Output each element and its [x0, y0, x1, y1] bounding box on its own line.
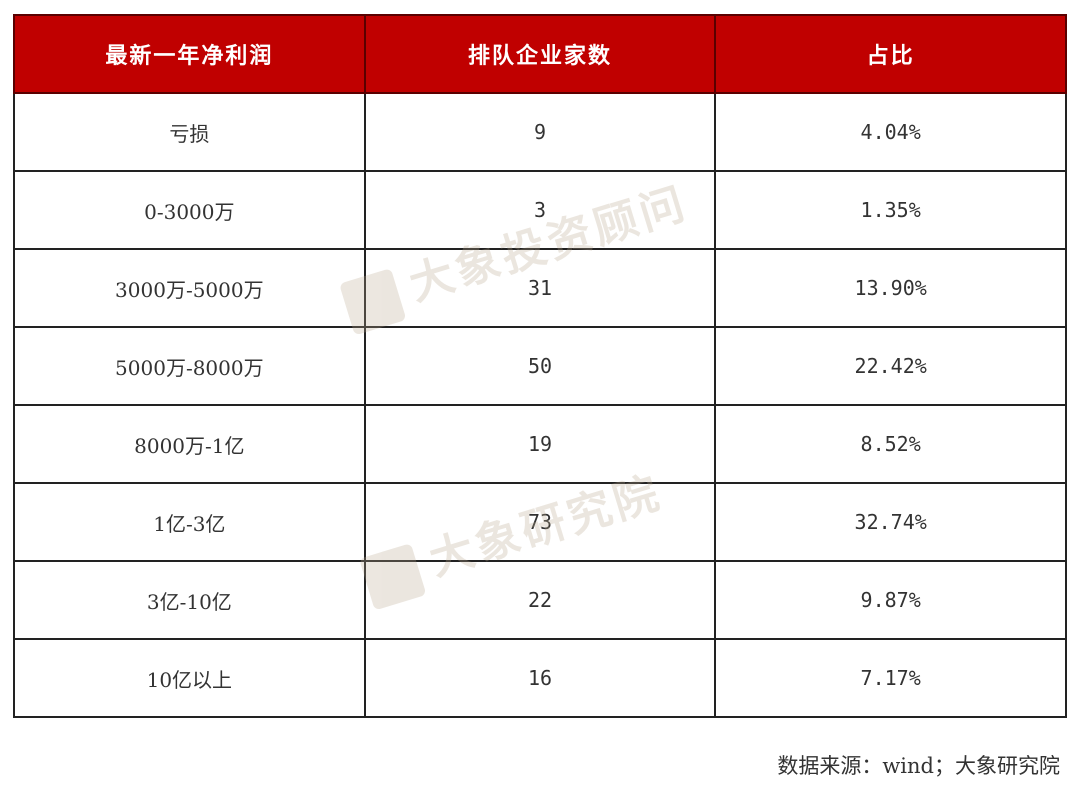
table-row: 亏损 9 4.04% [13, 92, 1067, 172]
table-row: 3亿-10亿 22 9.87% [13, 560, 1067, 640]
cell-company-count: 16 [363, 638, 717, 718]
table-row: 0-3000万 3 1.35% [13, 170, 1067, 250]
table-row: 10亿以上 16 7.17% [13, 638, 1067, 718]
header-company-count: 排队企业家数 [363, 14, 717, 94]
header-share: 占比 [714, 14, 1067, 94]
cell-share: 7.17% [714, 638, 1067, 718]
cell-share: 22.42% [714, 326, 1067, 406]
table-row: 8000万-1亿 19 8.52% [13, 404, 1067, 484]
cell-net-profit-range: 10亿以上 [13, 638, 366, 718]
cell-share: 4.04% [714, 92, 1067, 172]
cell-company-count: 19 [363, 404, 717, 484]
table-row: 1亿-3亿 73 32.74% [13, 482, 1067, 562]
cell-share: 9.87% [714, 560, 1067, 640]
cell-company-count: 22 [363, 560, 717, 640]
cell-company-count: 9 [363, 92, 717, 172]
profit-distribution-table: 最新一年净利润 排队企业家数 占比 亏损 9 4.04% 0-3000万 3 1.35% 3… [13, 14, 1067, 718]
cell-share: 13.90% [714, 248, 1067, 328]
cell-share: 1.35% [714, 170, 1067, 250]
cell-share: 32.74% [714, 482, 1067, 562]
cell-net-profit-range: 5000万-8000万 [13, 326, 366, 406]
source-note: 数据来源：wind；大象研究院 [777, 754, 1060, 778]
cell-net-profit-range: 亏损 [13, 92, 366, 172]
cell-company-count: 31 [363, 248, 717, 328]
header-row: 最新一年净利润 排队企业家数 占比 [13, 14, 1067, 94]
cell-share: 8.52% [714, 404, 1067, 484]
cell-net-profit-range: 0-3000万 [13, 170, 366, 250]
table-row: 5000万-8000万 50 22.42% [13, 326, 1067, 406]
cell-net-profit-range: 1亿-3亿 [13, 482, 366, 562]
cell-company-count: 3 [363, 170, 717, 250]
header-net-profit: 最新一年净利润 [13, 14, 366, 94]
cell-company-count: 50 [363, 326, 717, 406]
cell-net-profit-range: 3000万-5000万 [13, 248, 366, 328]
cell-company-count: 73 [363, 482, 717, 562]
cell-net-profit-range: 3亿-10亿 [13, 560, 366, 640]
cell-net-profit-range: 8000万-1亿 [13, 404, 366, 484]
table-row: 3000万-5000万 31 13.90% [13, 248, 1067, 328]
